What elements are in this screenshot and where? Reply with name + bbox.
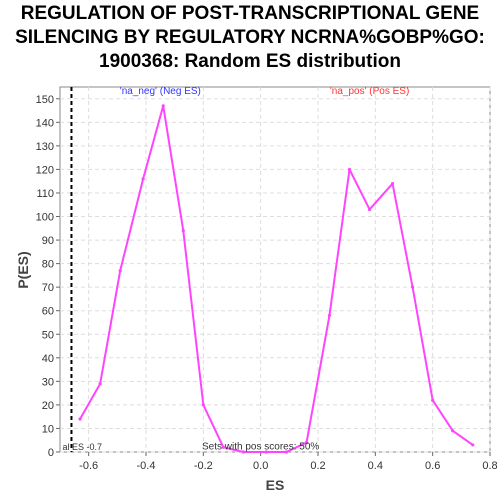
data-point xyxy=(181,229,185,233)
y-tick-label: 100 xyxy=(36,212,54,224)
y-axis-label: P(ES) xyxy=(15,251,31,288)
data-point xyxy=(390,181,395,186)
x-tick-label: -0.2 xyxy=(194,460,213,472)
y-tick-label: 90 xyxy=(42,235,54,247)
chart-title-line-2: SILENCING BY REGULATORY NCRNA%GOBP%GO: xyxy=(15,27,485,48)
data-point xyxy=(161,104,165,108)
data-point xyxy=(284,450,289,454)
data-point xyxy=(241,450,246,454)
x-tick-label: 0.8 xyxy=(482,460,497,472)
data-point xyxy=(368,207,372,212)
y-tick-label: 70 xyxy=(42,282,54,294)
pos-scores-annotation: Sets with pos scores: 50% xyxy=(202,442,319,453)
y-tick-label: 60 xyxy=(42,306,54,318)
y-tick-label: 40 xyxy=(42,353,54,365)
data-point xyxy=(201,403,205,407)
x-tick-label: -0.4 xyxy=(137,460,156,472)
reference-line-group: al ES -0.7 xyxy=(62,87,102,452)
x-tick-label: -0.6 xyxy=(79,460,98,472)
y-tick-label: 80 xyxy=(42,259,54,271)
x-axis-label: ES xyxy=(266,477,285,493)
chart-title-line-3: 1900368: Random ES distribution xyxy=(99,51,401,72)
data-point xyxy=(471,443,475,447)
data-point xyxy=(304,440,309,445)
data-point xyxy=(141,177,145,181)
data-point xyxy=(431,398,435,402)
series-group xyxy=(78,104,475,454)
data-point xyxy=(118,269,122,273)
chart-title-line-1: REGULATION OF POST-TRANSCRIPTIONAL GENE xyxy=(20,3,480,24)
y-tick-label: 110 xyxy=(36,188,54,200)
x-axis-ticks: -0.6 -0.4 -0.2 0.0 0.2 0.4 0.6 0.8 xyxy=(79,452,498,472)
data-point xyxy=(98,382,102,386)
y-tick-label: 120 xyxy=(36,164,54,176)
chart-title: REGULATION OF POST-TRANSCRIPTIONAL GENE … xyxy=(0,2,500,74)
x-tick-label: 0.6 xyxy=(425,460,440,472)
actual-es-label: al ES -0.7 xyxy=(62,442,102,452)
plot-area xyxy=(59,86,491,453)
x-tick-label: 0.0 xyxy=(253,460,268,472)
series-line xyxy=(79,104,474,453)
data-point xyxy=(327,313,332,318)
x-tick-label: 0.4 xyxy=(368,460,383,472)
annotations-group: 'na_neg' (Neg ES) 'na_pos' (Pos ES) Sets w… xyxy=(120,86,410,453)
data-point xyxy=(451,429,455,433)
grid xyxy=(60,87,491,453)
data-point xyxy=(221,445,225,449)
y-tick-label: 150 xyxy=(36,94,54,106)
pos-es-annotation: 'na_pos' (Pos ES) xyxy=(330,86,409,97)
x-tick-label: 0.2 xyxy=(310,460,325,472)
y-tick-label: 10 xyxy=(42,423,54,435)
y-tick-label: 20 xyxy=(42,400,54,412)
y-tick-label: 50 xyxy=(42,329,54,341)
data-point xyxy=(347,167,352,172)
y-tick-label: 140 xyxy=(36,117,54,129)
y-axis-ticks: 0 10 20 30 40 50 60 70 80 90 100 110 120 130 140 150 xyxy=(36,94,60,459)
data-point xyxy=(411,285,415,289)
neg-es-annotation: 'na_neg' (Neg ES) xyxy=(120,86,201,97)
y-tick-label: 0 xyxy=(48,447,54,459)
data-point xyxy=(264,450,268,454)
data-point xyxy=(78,417,82,421)
y-tick-label: 130 xyxy=(36,141,54,153)
y-tick-label: 30 xyxy=(42,376,54,388)
